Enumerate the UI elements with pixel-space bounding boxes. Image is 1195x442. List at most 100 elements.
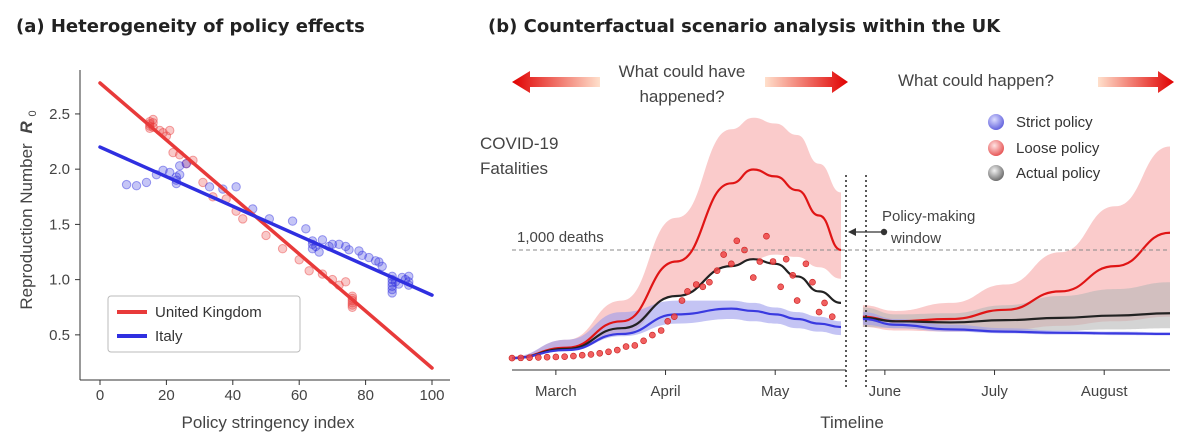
observed-fatality-point [692,281,700,288]
panel-a-uk-point [198,177,208,188]
legend-strict-marker-icon [988,114,1004,130]
observed-fatality-point [517,354,525,362]
fatalities-label-line1: COVID-19 [480,134,558,153]
window-pointer-arrow-icon [848,228,856,236]
panel-a-points [121,114,414,312]
panel-a-italy-point [287,216,298,226]
observed-fatality-point [821,299,828,307]
panel-a-y-tick-label: 2.5 [49,106,70,123]
panel-a-legend-box [107,295,301,353]
observed-fatality-point [802,260,810,268]
fatalities-label-line2: Fatalities [480,159,548,178]
band-loose-policy-past [512,117,841,359]
panel-a-fit-lines [98,81,434,370]
panel-a-uk-point [148,114,158,125]
panel-a-italy-point [131,181,142,191]
panel-a-italy-point [231,182,241,192]
window-pointer-dot-icon [880,228,888,236]
panel-b-ticks: March April May June July August [535,370,1128,400]
legend-italy-label: Italy [155,328,183,345]
observed-fatality-point [720,251,727,258]
observed-fatality-point [728,260,735,268]
band-loose-policy-future [862,146,1170,332]
panel-a-italy-point [344,245,354,255]
observed-fatality-point [769,258,777,265]
panel-a-italy-point [364,252,374,263]
panel-a-y-label-symbol: R [17,121,36,134]
line-loose-policy-past [511,168,842,360]
panel-b-x-tick-label: June [869,383,902,400]
panel-a-italy-point [174,161,185,171]
panel-a-y-label-sub: 0 [27,110,39,116]
panel-a-uk-point [261,230,271,241]
past-arrow-right-icon [765,71,848,93]
panel-b-x-tick-label: March [535,383,577,400]
panel-a-italy-point [327,239,338,249]
panel-a-uk-point [304,266,314,276]
panel-a-uk-point [165,125,175,136]
line-strict-policy-past [511,307,842,360]
observed-fatality-point [793,297,801,304]
observed-fatality-point [535,354,542,361]
panel-a-x-tick-label: 0 [96,387,104,404]
header-right: What could happen? [898,71,1054,90]
panel-a-italy-point [357,250,367,261]
observed-fatality-point [649,331,656,339]
panel-b-x-label: Timeline [820,413,884,432]
panel-b-chart: 1,000 deaths March April May June July August… [508,114,1171,432]
panel-b-x-tick-label: April [651,383,681,400]
observed-fatality-point [543,353,551,361]
observed-fatality-point [526,354,533,361]
observed-fatality-point [706,278,713,286]
observed-fatality-point [749,274,757,281]
panel-a-y-tick-label: 1.0 [49,272,70,289]
header-left-line1: What could have [619,62,746,81]
panel-a-uk-point [181,158,192,169]
observed-fatality-point [815,308,823,316]
line-actual-policy-future [862,312,1171,324]
window-label-line2: window [890,230,941,247]
observed-fatality-point [508,354,516,362]
observed-fatality-point [678,297,686,304]
panel-a-italy-point [141,177,152,188]
panel-a-italy-point [334,239,344,249]
observed-fatality-point [561,353,568,361]
legend-actual-marker-icon [988,165,1004,181]
future-arrow-right-icon [1098,71,1174,93]
observed-fatality-point [733,237,741,245]
panel-a-italy-point [370,256,381,266]
panel-a-italy-point [301,224,311,234]
observed-fatality-point [605,348,612,356]
panel-a-italy-point [387,284,397,295]
panel-a-y-tick-label: 0.5 [49,327,70,344]
observed-fatality-point [763,232,770,240]
legend-loose-label: Loose policy [1016,140,1100,157]
panel-a-uk-point [277,243,288,254]
observed-fatality-point [664,317,672,325]
panel-a-y-tick-label: 2.0 [49,161,70,178]
panel-a-uk-point [340,277,351,287]
panel-a-uk-point [347,302,358,312]
observed-fatality-point [640,337,647,345]
panel-a-y-tick-label: 1.5 [49,216,70,233]
panel-a-x-label: Policy stringency index [182,413,355,432]
panel-a-y-label: Reproduction Number R 0 [17,110,39,309]
panel-a-y-label-text: Reproduction Number [17,143,36,310]
panel-b-legend: Strict policy Loose policy Actual policy [988,114,1101,182]
line-strict-policy-future [862,317,1171,336]
observed-fatality-point [570,352,577,360]
panel-b-x-tick-label: August [1081,383,1129,400]
observed-fatality-point [657,327,665,334]
header-arrows [512,71,1174,93]
observed-fatality-point [596,349,604,357]
panel-b-lines [511,168,1171,360]
observed-fatality-point [756,258,764,265]
observed-fatality-point [552,353,560,361]
observed-fatality-point [587,351,595,358]
observed-fatality-point [613,346,621,354]
panel-b-x-tick-label: July [981,383,1008,400]
panel-a-italy-fit-line [98,145,434,297]
observed-fatality-point [631,342,639,349]
panel-a-title: (a) Heterogeneity of policy effects [16,16,365,37]
